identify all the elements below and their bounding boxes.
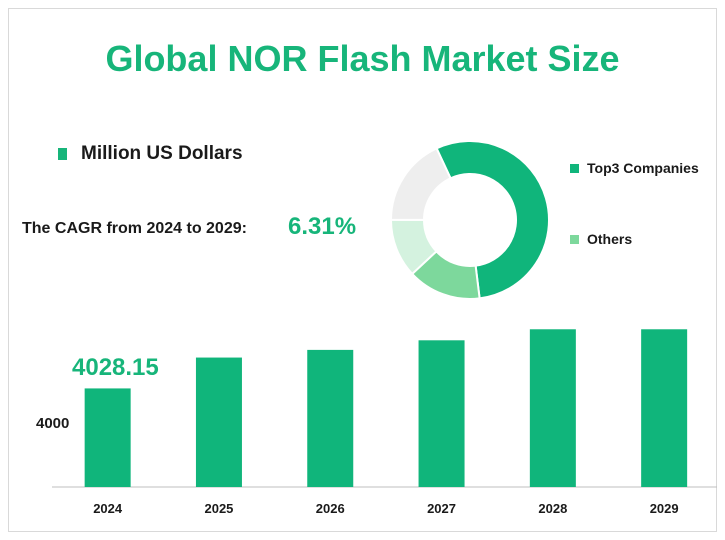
y-tick-label: 4000: [36, 415, 70, 432]
unit-legend-label: Million US Dollars: [81, 143, 243, 164]
pie-legend-others-label: Others: [587, 231, 633, 247]
pie-legend-top3-label: Top3 Companies: [587, 160, 699, 176]
unit-legend: Million US Dollars: [58, 143, 243, 165]
donut-chart: [389, 140, 550, 300]
bar-2026: [307, 349, 354, 487]
bar-2027: [418, 340, 465, 487]
cagr-label: The CAGR from 2024 to 2029:: [22, 220, 247, 237]
pie-legend-others-swatch: [570, 234, 579, 244]
x-tick-2026: 2026: [316, 501, 345, 516]
x-tick-2029: 2029: [650, 501, 679, 516]
x-tick-2024: 2024: [93, 501, 123, 516]
donut-slice-1: [435, 140, 550, 300]
bar-2025: [195, 357, 242, 487]
x-tick-2025: 2025: [204, 501, 233, 516]
pie-legend-top3: Top3 Companies: [570, 160, 699, 176]
unit-legend-swatch: [58, 148, 67, 160]
chart-title: Global NOR Flash Market Size: [105, 38, 620, 79]
bar-2028: [529, 329, 576, 487]
x-tick-2027: 2027: [427, 501, 456, 516]
x-tick-2028: 2028: [538, 501, 567, 516]
bar-2024: [84, 388, 131, 487]
donut-slice-4: [389, 147, 452, 221]
bar-2029: [641, 329, 688, 487]
cagr-value: 6.31%: [288, 213, 357, 240]
data-label-2024: 4028.15: [72, 354, 159, 381]
pie-legend-others: Others: [570, 231, 632, 247]
pie-legend-top3-swatch: [570, 163, 579, 173]
